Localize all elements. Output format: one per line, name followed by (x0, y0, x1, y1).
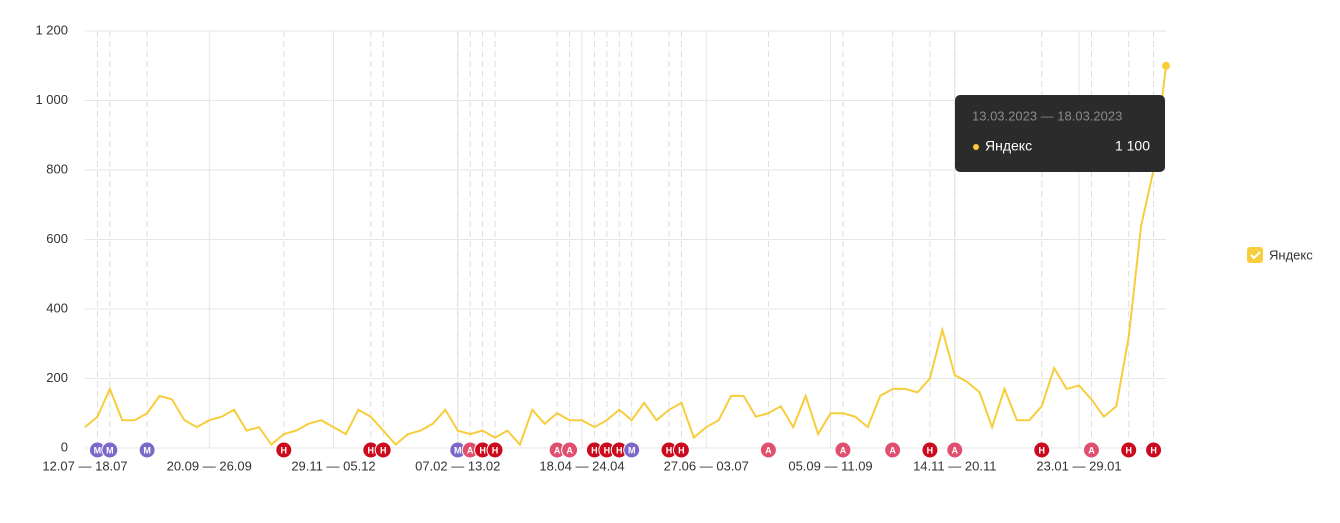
annotation-label: Н (1150, 445, 1157, 455)
annotation-marker[interactable]: Н (672, 441, 690, 459)
annotation-bubble (486, 441, 504, 459)
series-line (84, 65, 1167, 447)
annotation-bubble (623, 441, 641, 459)
annotation-marker[interactable]: Н (486, 441, 504, 459)
annotation-marker[interactable]: Н (921, 441, 939, 459)
annotation-marker[interactable]: Н (1145, 441, 1163, 459)
legend[interactable]: Яндекс (1247, 247, 1313, 263)
annotation-bubble (561, 441, 579, 459)
annotation-label: М (94, 445, 102, 455)
annotation-marker[interactable]: Н (1033, 441, 1051, 459)
x-tick-label: 29.11 — 05.12 (291, 458, 375, 473)
annotation-bubble (374, 441, 392, 459)
annotation-bubble (1145, 441, 1163, 459)
y-tick-label: 600 (46, 231, 68, 246)
annotation-marker[interactable]: А (1082, 441, 1100, 459)
annotation-marker[interactable]: А (561, 441, 579, 459)
annotation-label: Н (281, 445, 288, 455)
annotation-bubble (138, 441, 156, 459)
annotation-marker[interactable]: Н (275, 441, 293, 459)
annotation-bubble (946, 441, 964, 459)
annotation-label: Н (666, 445, 673, 455)
y-tick-label: 800 (46, 161, 68, 176)
annotation-label: М (143, 445, 151, 455)
annotation-label: М (454, 445, 462, 455)
annotation-bubble (672, 441, 690, 459)
annotation-label: Н (479, 445, 486, 455)
annotation-label: Н (591, 445, 598, 455)
annotation-marker[interactable]: А (759, 441, 777, 459)
tooltip: 13.03.2023 — 18.03.2023 Яндекс 1 100 (955, 95, 1165, 172)
x-tick-label: 05.09 — 11.09 (788, 458, 872, 473)
y-tick-label: 200 (46, 370, 68, 385)
legend-label: Яндекс (1269, 247, 1313, 262)
annotation-bubble (884, 441, 902, 459)
tooltip-box (955, 95, 1165, 172)
annotation-bubble (1120, 441, 1138, 459)
annotation-label: А (467, 445, 474, 455)
annotation-label: А (566, 445, 573, 455)
annotation-bubble (1082, 441, 1100, 459)
annotation-marker[interactable]: Н (1120, 441, 1138, 459)
y-tick-label: 400 (46, 300, 68, 315)
annotation-bubble (921, 441, 939, 459)
tooltip-series: Яндекс (985, 138, 1032, 154)
annotation-label: Н (368, 445, 375, 455)
annotation-label: Н (678, 445, 685, 455)
y-tick-label: 0 (61, 439, 68, 454)
x-tick-label: 07.02 — 13.02 (415, 458, 500, 473)
x-tick-label: 12.07 — 18.07 (42, 458, 127, 473)
tooltip-value: 1 100 (1115, 138, 1150, 154)
annotation-label: А (1088, 445, 1095, 455)
annotation-marker[interactable]: А (884, 441, 902, 459)
annotation-label: Н (604, 445, 611, 455)
annotation-bubble (275, 441, 293, 459)
annotation-label: А (840, 445, 847, 455)
annotation-label: М (628, 445, 636, 455)
annotation-label: Н (1125, 445, 1132, 455)
x-tick-label: 20.09 — 26.09 (167, 458, 252, 473)
legend-checkbox (1247, 247, 1263, 263)
annotation-marker[interactable]: М (101, 441, 119, 459)
tooltip-title: 13.03.2023 — 18.03.2023 (972, 108, 1122, 123)
annotation-label: Н (616, 445, 623, 455)
annotation-marker[interactable]: М (449, 441, 467, 459)
x-tick-label: 14.11 — 20.11 (913, 458, 996, 473)
x-tick-label: 18.04 — 24.04 (539, 458, 624, 473)
x-tick-label: 27.06 — 03.07 (664, 458, 749, 473)
annotation-label: Н (492, 445, 499, 455)
annotation-marker[interactable]: А (834, 441, 852, 459)
legend-check (1250, 251, 1261, 260)
y-tick-label: 1 000 (35, 92, 68, 107)
annotation-bubble (101, 441, 119, 459)
tooltip-dot (973, 144, 979, 150)
annotation-bubble (1033, 441, 1051, 459)
annotation-marker[interactable]: Н (374, 441, 392, 459)
annotation-label: А (765, 445, 772, 455)
annotation-marker[interactable]: М (623, 441, 641, 459)
annotation-label: Н (380, 445, 387, 455)
annotation-label: А (952, 445, 959, 455)
annotation-label: М (106, 445, 114, 455)
annotation-label: А (554, 445, 561, 455)
highlight-point (1162, 61, 1170, 70)
annotation-marker[interactable]: М (138, 441, 156, 459)
annotation-label: Н (927, 445, 934, 455)
x-tick-label: 23.01 — 29.01 (1036, 458, 1121, 473)
annotation-bubble (759, 441, 777, 459)
annotation-bubble (834, 441, 852, 459)
annotation-label: А (889, 445, 896, 455)
annotation-label: Н (1038, 445, 1045, 455)
annotation-marker[interactable]: А (946, 441, 964, 459)
y-tick-label: 1 200 (35, 22, 68, 37)
